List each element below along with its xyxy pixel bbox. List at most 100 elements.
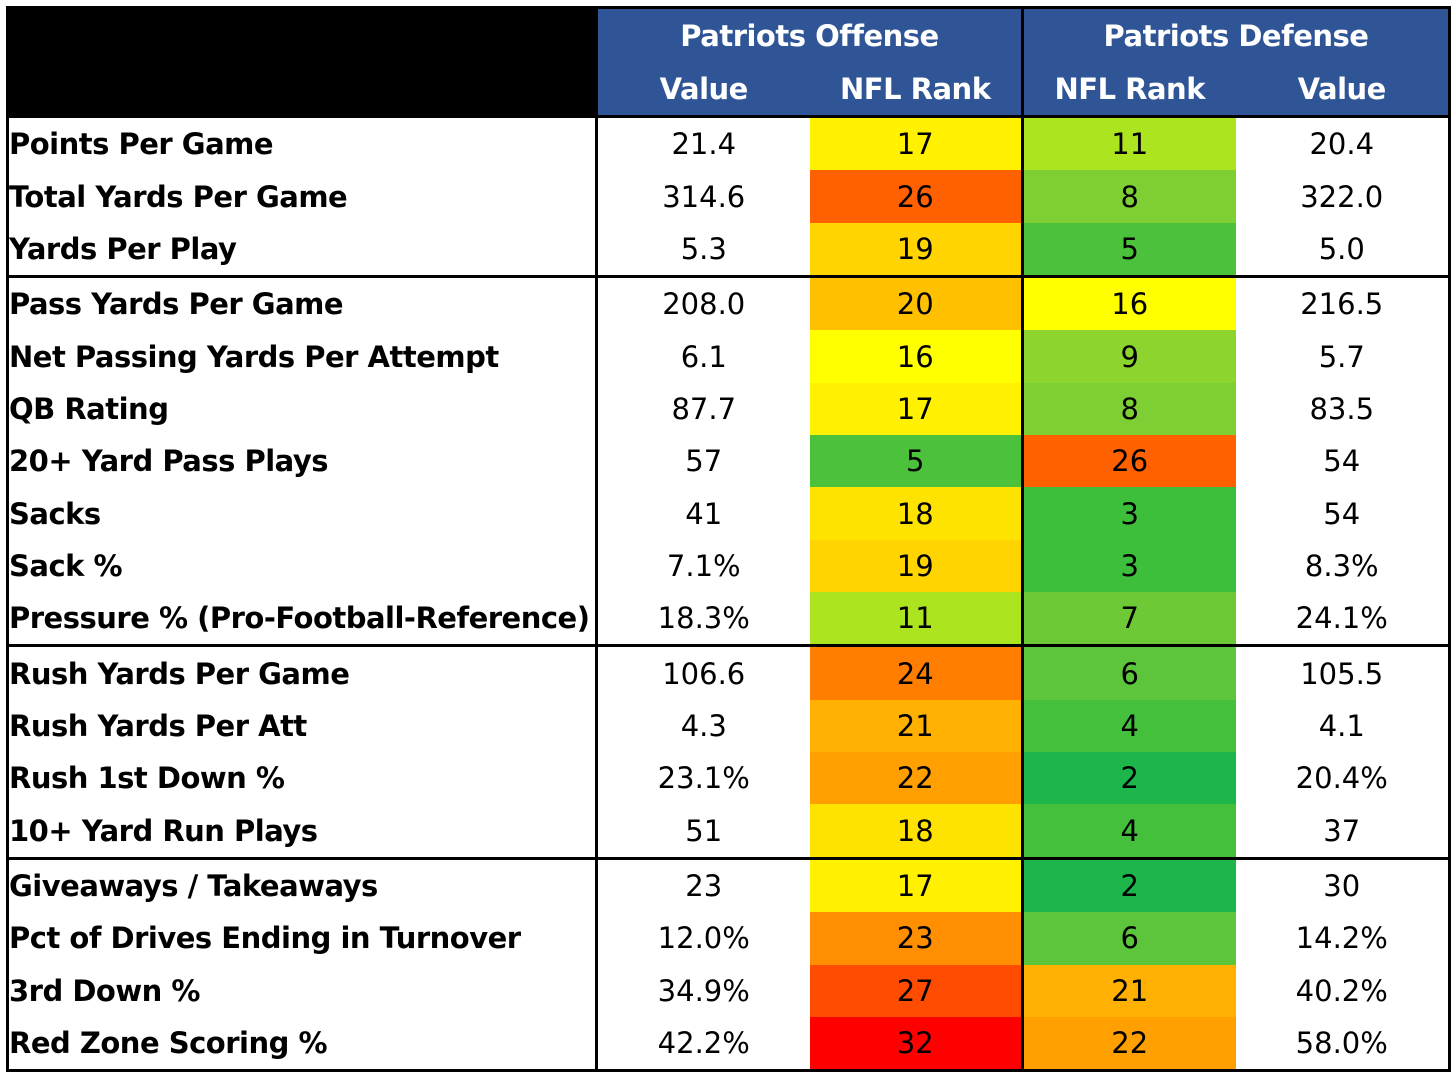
metric-label: Points Per Game [6, 115, 597, 171]
table-row: Rush Yards Per Game 106.6 24 6 105.5 [6, 644, 1451, 700]
defense-rank-cell: 16 [1021, 275, 1236, 331]
defense-value-cell: 5.7 [1235, 330, 1451, 383]
defense-group-header: Patriots Defense [1021, 6, 1451, 62]
defense-rank-cell: 2 [1021, 856, 1236, 913]
defense-rank-cell: 4 [1021, 804, 1236, 859]
stats-body: Points Per Game 21.4 17 11 20.4 Total Yards P… [6, 115, 1451, 1073]
header-blank-cell [6, 6, 598, 118]
header-column-row: Value NFL Rank NFL Rank Value [8, 62, 1451, 118]
offense-rank-cell: 17 [809, 115, 1023, 171]
metric-label: 10+ Yard Run Plays [6, 804, 597, 859]
table-row: Rush 1st Down % 23.1% 22 2 20.4% [6, 752, 1451, 805]
offense-rank-cell: 22 [809, 752, 1023, 805]
offense-rank-cell: 23 [809, 912, 1023, 965]
offense-value-cell: 5.3 [595, 222, 810, 277]
defense-rank-cell: 26 [1021, 435, 1236, 488]
metric-label: QB Rating [6, 382, 597, 436]
table-row: QB Rating 87.7 17 8 83.5 [6, 382, 1451, 436]
header-group-row: Patriots Offense Patriots Defense [6, 6, 1451, 118]
metric-label: Yards Per Play [6, 222, 597, 277]
table-row: Giveaways / Takeaways 23 17 2 30 [6, 856, 1451, 913]
metric-label: Total Yards Per Game [6, 170, 597, 223]
metric-label: Net Passing Yards Per Attempt [6, 330, 597, 383]
offense-group-header: Patriots Offense [595, 6, 1023, 62]
table-row: Pressure % (Pro-Football-Reference) 18.3%… [6, 592, 1451, 646]
defense-value-cell: 54 [1235, 487, 1451, 540]
offense-value-cell: 57 [595, 435, 810, 488]
offense-rank-cell: 32 [809, 1016, 1023, 1073]
table-row: Pct of Drives Ending in Turnover 12.0% 23 6… [6, 912, 1451, 965]
table-row: Net Passing Yards Per Attempt 6.1 16 9 5.7 [6, 330, 1451, 383]
metric-label: Pct of Drives Ending in Turnover [6, 912, 597, 965]
defense-value-cell: 40.2% [1235, 964, 1451, 1017]
defense-value-cell: 83.5 [1235, 382, 1451, 436]
table-row: Pass Yards Per Game 208.0 20 16 216.5 [6, 275, 1451, 331]
defense-value-cell: 54 [1235, 435, 1451, 488]
defense-value-cell: 30 [1235, 856, 1451, 913]
defense-rank-cell: 2 [1021, 752, 1236, 805]
stats-table: Patriots Offense Patriots Defense Value … [6, 6, 1451, 1073]
defense-rank-cell: 8 [1021, 382, 1236, 436]
offense-value-cell: 23.1% [595, 752, 810, 805]
metric-label: Giveaways / Takeaways [6, 856, 597, 913]
offense-rank-cell: 19 [809, 222, 1023, 277]
defense-rank-cell: 3 [1021, 487, 1236, 540]
table-row: 10+ Yard Run Plays 51 18 4 37 [6, 804, 1451, 859]
table-row: Red Zone Scoring % 42.2% 32 22 58.0% [6, 1016, 1451, 1073]
metric-label: Rush 1st Down % [6, 752, 597, 805]
defense-value-cell: 8.3% [1235, 539, 1451, 593]
offense-rank-cell: 19 [809, 539, 1023, 593]
metric-label: Sack % [6, 539, 597, 593]
offense-rank-cell: 20 [809, 275, 1023, 331]
defense-rank-cell: 11 [1021, 115, 1236, 171]
offense-rank-cell: 16 [809, 330, 1023, 383]
offense-value-cell: 7.1% [595, 539, 810, 593]
defense-rank-cell: 5 [1021, 222, 1236, 277]
offense-value-cell: 42.2% [595, 1016, 810, 1073]
offense-rank-cell: 21 [809, 699, 1023, 753]
table-row: Rush Yards Per Att 4.3 21 4 4.1 [6, 699, 1451, 753]
defense-rank-cell: 3 [1021, 539, 1236, 593]
defense-value-cell: 5.0 [1235, 222, 1451, 277]
offense-value-cell: 314.6 [595, 170, 810, 223]
metric-label: Rush Yards Per Game [6, 644, 597, 700]
offense-value-cell: 34.9% [595, 964, 810, 1017]
offense-rank-cell: 11 [809, 592, 1023, 646]
offense-value-cell: 18.3% [595, 592, 810, 646]
defense-value-cell: 58.0% [1235, 1016, 1451, 1073]
metric-label: Pass Yards Per Game [6, 275, 597, 331]
metric-label: 20+ Yard Pass Plays [6, 435, 597, 488]
offense-value-cell: 41 [595, 487, 810, 540]
defense-value-cell: 24.1% [1235, 592, 1451, 646]
table-row: 20+ Yard Pass Plays 57 5 26 54 [6, 435, 1451, 488]
offense-rank-cell: 26 [809, 170, 1023, 223]
offense-value-cell: 4.3 [595, 699, 810, 753]
offense-rank-cell: 24 [809, 644, 1023, 700]
defense-value-cell: 14.2% [1235, 912, 1451, 965]
offense-rank-cell: 18 [809, 804, 1023, 859]
defense-value-cell: 20.4% [1235, 752, 1451, 805]
defense-value-cell: 20.4 [1235, 115, 1451, 171]
table-row: Sack % 7.1% 19 3 8.3% [6, 539, 1451, 593]
defense-value-header: Value [1235, 62, 1451, 118]
offense-rank-cell: 18 [809, 487, 1023, 540]
metric-label: Pressure % (Pro-Football-Reference) [6, 592, 597, 646]
offense-value-cell: 12.0% [595, 912, 810, 965]
table-row: 3rd Down % 34.9% 27 21 40.2% [6, 964, 1451, 1017]
defense-value-cell: 4.1 [1235, 699, 1451, 753]
defense-rank-cell: 21 [1021, 964, 1236, 1017]
offense-value-cell: 208.0 [595, 275, 810, 331]
table-row: Yards Per Play 5.3 19 5 5.0 [6, 222, 1451, 277]
offense-rank-cell: 5 [809, 435, 1023, 488]
offense-value-cell: 106.6 [595, 644, 810, 700]
table-row: Sacks 41 18 3 54 [6, 487, 1451, 540]
offense-rank-header: NFL Rank [809, 62, 1023, 118]
offense-rank-cell: 27 [809, 964, 1023, 1017]
metric-label: 3rd Down % [6, 964, 597, 1017]
defense-rank-cell: 4 [1021, 699, 1236, 753]
offense-value-cell: 6.1 [595, 330, 810, 383]
table-row: Points Per Game 21.4 17 11 20.4 [6, 115, 1451, 171]
defense-rank-header: NFL Rank [1021, 62, 1236, 118]
defense-rank-cell: 8 [1021, 170, 1236, 223]
offense-value-cell: 87.7 [595, 382, 810, 436]
